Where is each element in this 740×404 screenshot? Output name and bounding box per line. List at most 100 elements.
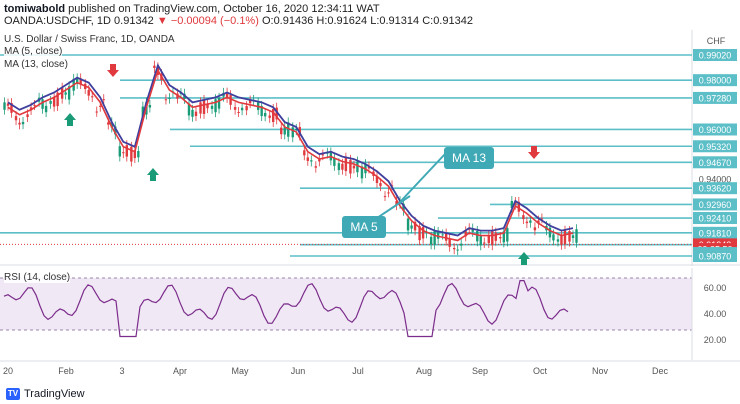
rsi-axis-label: 40.00 (704, 309, 727, 319)
rsi-pane[interactable]: 60.00 40.00 20.00 (0, 268, 740, 360)
published-text: published on TradingView.com, October 16… (68, 3, 380, 15)
candle-body (137, 151, 140, 158)
svg-text:0.98000: 0.98000 (699, 76, 732, 86)
arrow-up-icon (147, 168, 159, 181)
author[interactable]: tomiwabold (4, 3, 66, 15)
svg-text:0.91810: 0.91810 (699, 228, 732, 238)
rsi-axis: 60.00 40.00 20.00 (704, 283, 727, 345)
candle-body (537, 220, 540, 224)
tradingview-logo-icon: TV (6, 387, 20, 400)
ma13-callout (444, 147, 494, 169)
candle-body (26, 114, 29, 118)
candle-body (456, 249, 459, 251)
candle-body (383, 196, 387, 198)
candle-body (206, 104, 209, 109)
candle-body (452, 248, 456, 250)
candle-body (318, 159, 321, 162)
ma5-legend[interactable]: MA (5, close) (4, 46, 63, 57)
candle-body (429, 236, 433, 245)
arrow-up-icon (518, 252, 530, 265)
candle-body (110, 122, 113, 128)
candle-body (402, 203, 405, 211)
ma13-legend[interactable]: MA (13, close) (4, 59, 68, 70)
candle-body (476, 230, 479, 242)
candle-body (21, 121, 25, 125)
candle-body (441, 234, 444, 236)
price-label: 0.98000 (693, 74, 737, 87)
candle-body (52, 96, 56, 107)
price-label: 0.97280 (693, 91, 737, 104)
candle-body (191, 109, 194, 117)
candle-body (295, 128, 298, 131)
price-axis[interactable]: 0.99020 0.98000 0.97280 0.96000 0.95320 0.946… (693, 49, 737, 262)
candle-body (56, 92, 59, 107)
publish-info: tomiwabold published on TradingView.com,… (4, 3, 380, 15)
candle-body (291, 127, 294, 138)
candle-body (176, 93, 179, 99)
time-axis-label: Feb (58, 366, 74, 376)
down-triangle-icon: ▼ (156, 15, 168, 27)
time-axis-label: Oct (533, 366, 548, 376)
candle-body (360, 166, 364, 179)
candle-body (248, 100, 252, 104)
candle-body (107, 122, 110, 125)
svg-text:0.97280: 0.97280 (699, 93, 732, 103)
candle-body (341, 163, 344, 170)
candle-body (18, 122, 21, 125)
svg-text:0.96000: 0.96000 (699, 125, 732, 135)
candle-body (367, 166, 371, 169)
candle-body (67, 86, 71, 100)
time-axis-label: Jul (352, 366, 364, 376)
svg-text:0.95320: 0.95320 (699, 142, 732, 152)
ma13-line (7, 63, 574, 237)
svg-text:0.93620: 0.93620 (699, 184, 732, 194)
price-label: 0.93620 (693, 182, 737, 195)
candle-body (333, 158, 336, 166)
candle-body (395, 201, 398, 206)
candle-body (436, 231, 440, 239)
candle-body (240, 107, 244, 111)
candle-body (3, 102, 6, 110)
candle-body (202, 99, 206, 114)
candle-body (268, 115, 271, 118)
candle-body (575, 229, 578, 243)
price-label: 0.91810 (693, 226, 737, 239)
candle-body (64, 92, 67, 95)
candle-body (10, 103, 13, 113)
candle-body (433, 231, 436, 245)
candle-body (122, 152, 125, 154)
candle-body (510, 201, 514, 209)
time-axis[interactable]: 20 Feb 3 Apr May Jun Jul Aug Sep Oct Nov Dec (0, 360, 740, 382)
arrow-down-icon (528, 146, 540, 159)
candle-body (168, 98, 171, 100)
candle-body (379, 183, 382, 187)
rsi-legend[interactable]: RSI (14, close) (4, 272, 71, 283)
svg-text:0.94000: 0.94000 (699, 174, 732, 184)
candle-body (14, 116, 18, 121)
candle-body (499, 236, 502, 239)
price-chart[interactable]: MA 13 MA 5 0.990200.980000.972800.960000… (0, 30, 740, 266)
candle-body (133, 150, 137, 159)
price-label: 0.90870 (693, 250, 737, 262)
rsi-band (0, 278, 692, 330)
candle-body (444, 233, 448, 241)
rsi-chart[interactable]: 60.00 40.00 20.00 (0, 268, 740, 360)
brand-name[interactable]: TradingView (24, 387, 85, 400)
candle-body (95, 111, 98, 113)
candle-body (459, 243, 463, 246)
candle-body (49, 100, 52, 104)
candle-body (571, 235, 575, 239)
candle-body (552, 234, 555, 241)
ma5-line (7, 68, 574, 242)
candle-body (79, 78, 82, 85)
time-axis-label: 20 (3, 366, 13, 376)
candle-body (349, 159, 352, 174)
price-pane[interactable]: MA 13 MA 5 0.99020 0.98000 0.97280 0.96000 0… (0, 30, 740, 266)
candle-body (448, 238, 451, 247)
candle-body (125, 145, 129, 157)
candle-body (87, 90, 90, 96)
candle-body (471, 228, 474, 232)
candle-body (502, 231, 506, 243)
candle-body (483, 242, 486, 244)
candle-body (130, 146, 133, 162)
